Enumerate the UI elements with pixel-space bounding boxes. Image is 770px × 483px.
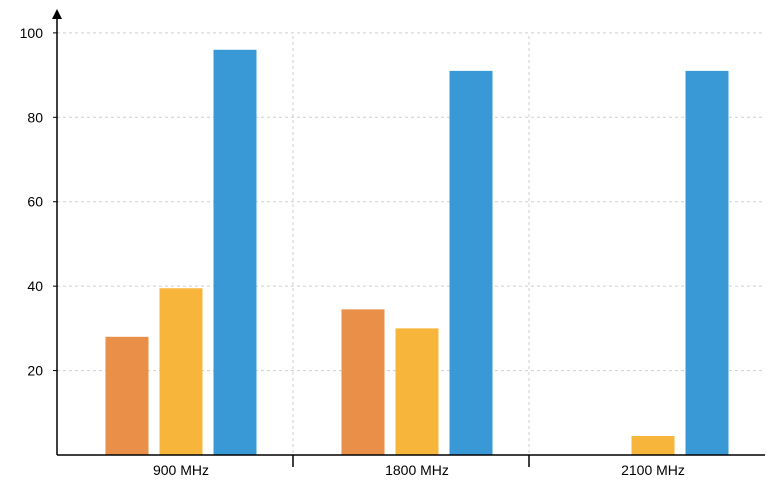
bars [105,49,729,456]
bar [105,336,149,455]
bar [631,436,675,455]
bar [395,328,439,455]
bar [213,49,257,456]
grid-lines [53,32,765,467]
axes [52,9,765,456]
tick-labels: 20 40 60 80 100 900 MHz 1800 MHz 2100 MHz [20,25,685,478]
bar [341,309,385,455]
bar [449,70,493,455]
bar [159,288,203,455]
x-tick-label: 1800 MHz [385,462,449,478]
y-tick-label: 20 [27,363,43,379]
y-tick-label: 60 [27,194,43,210]
y-axis-arrow-icon [52,9,62,19]
x-tick-label: 900 MHz [153,462,209,478]
y-tick-label: 100 [20,25,44,41]
x-tick-label: 2100 MHz [621,462,685,478]
y-tick-label: 40 [27,278,43,294]
bar [685,70,729,455]
y-tick-label: 80 [27,109,43,125]
